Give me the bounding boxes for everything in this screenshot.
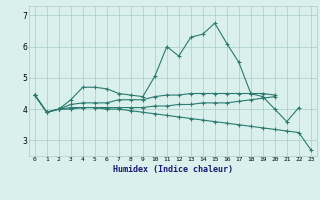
X-axis label: Humidex (Indice chaleur): Humidex (Indice chaleur) — [113, 165, 233, 174]
